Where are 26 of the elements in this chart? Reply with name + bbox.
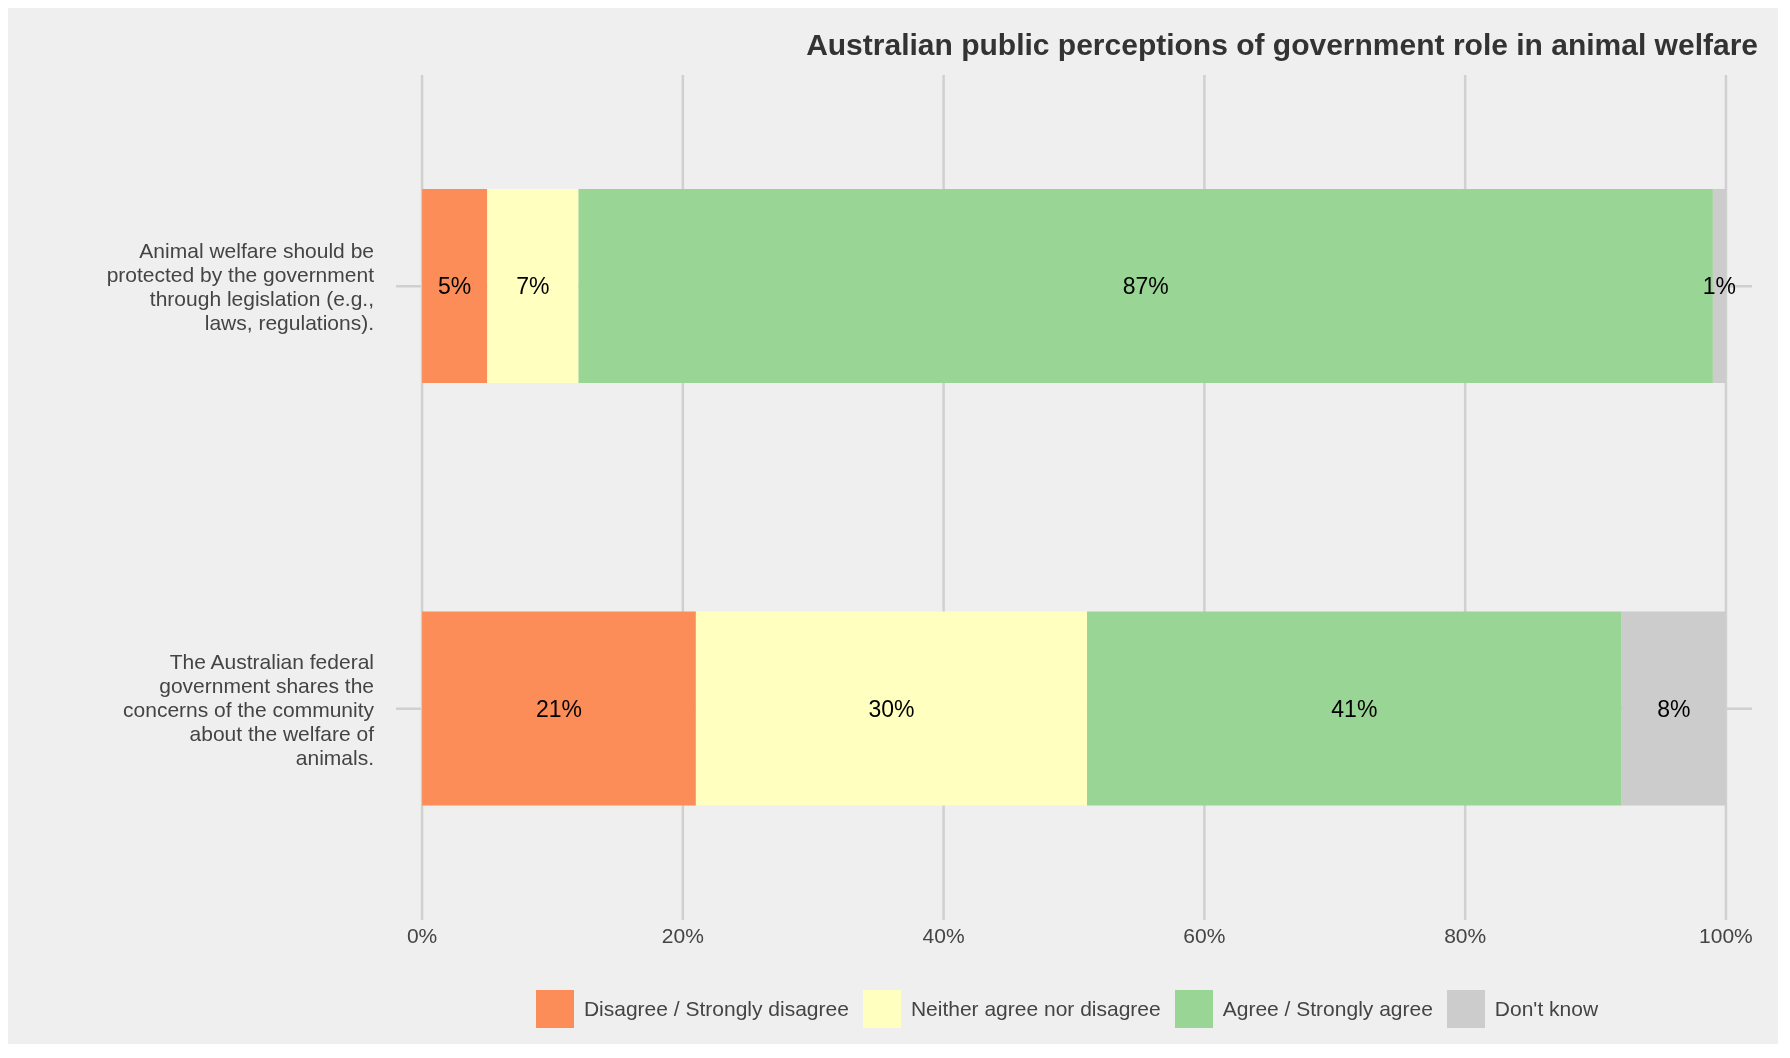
data-label: 41% [1331,695,1378,722]
y-tick-label: Animal welfare should be protected by the government through legislation (e.g., laws, regulations). [106,238,375,334]
x-tick-label: 0% [406,923,438,947]
bar [422,611,696,806]
legend-label: Agree / Strongly agree [1221,996,1433,1022]
legend-label: Don't know [1493,996,1599,1022]
legend-label: Disagree / Strongly disagree [582,996,849,1022]
data-label: 30% [868,695,915,722]
data-label: 8% [1657,695,1691,722]
data-label: 21% [535,695,582,722]
bar [695,611,1088,806]
bar [422,189,488,384]
x-tick-label: 60% [1183,923,1226,947]
data-label: 1% [1702,273,1737,300]
bar [487,189,579,384]
x-tick-label: 100% [1699,923,1753,947]
data-label: 7% [516,273,550,300]
x-tick-label: 80% [1444,923,1487,947]
y-tick-label: The Australian federal government shares the concerns of the community about the welfare of animals. [123,649,375,769]
legend-label: Neither agree nor disagree [909,996,1161,1022]
data-label: 87% [1122,273,1169,300]
x-tick-label: 20% [661,923,704,947]
data-label: 5% [438,273,472,300]
x-tick-label: 40% [922,923,965,947]
chart-title: Australian public perceptions of government role in animal welfare [806,28,1758,62]
bar [1087,611,1622,806]
